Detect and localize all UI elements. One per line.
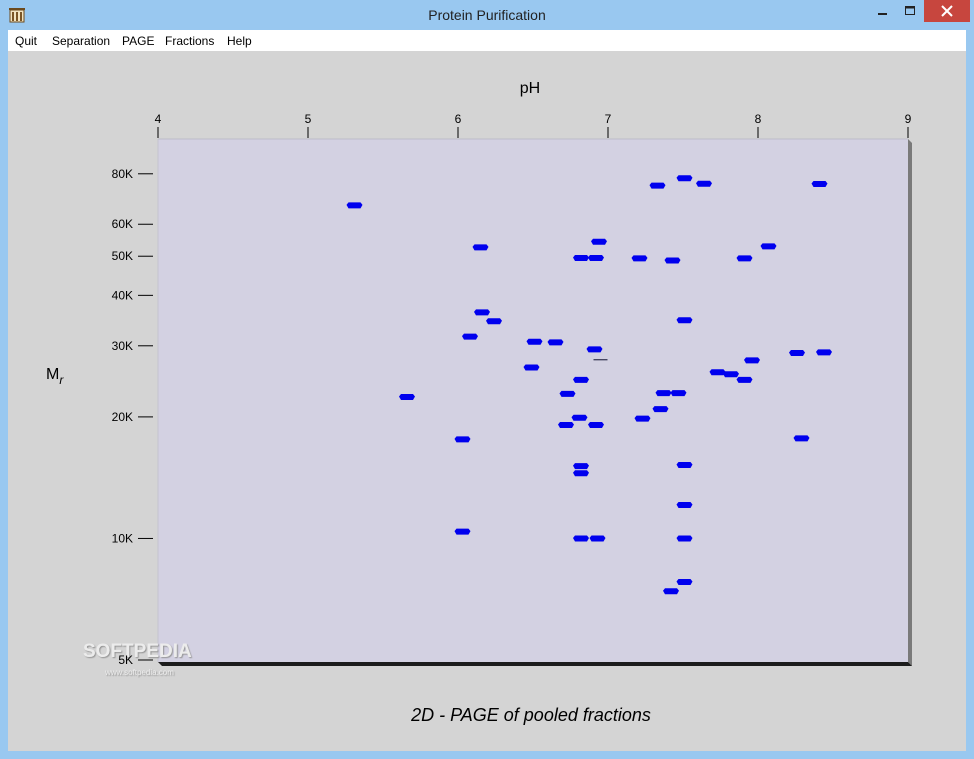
menu-fractions[interactable]: Fractions bbox=[165, 34, 215, 48]
protein-spot[interactable] bbox=[793, 435, 810, 442]
protein-spot[interactable] bbox=[676, 535, 693, 542]
protein-spot[interactable] bbox=[346, 202, 363, 209]
y-tick-label: 10K bbox=[112, 531, 133, 545]
protein-spot[interactable] bbox=[634, 415, 651, 422]
protein-spot[interactable] bbox=[559, 390, 576, 397]
x-tick-label: 4 bbox=[155, 112, 162, 126]
page-2d-chart: pH Mr 2D - PAGE of pooled fractions SOFT… bbox=[46, 80, 912, 725]
gel-side-edge bbox=[908, 139, 912, 666]
minimize-button[interactable] bbox=[868, 0, 896, 22]
y-tick-label: 50K bbox=[112, 249, 133, 263]
protein-spot[interactable] bbox=[573, 470, 589, 477]
protein-spot[interactable] bbox=[664, 257, 681, 264]
protein-spot[interactable] bbox=[474, 309, 490, 316]
protein-spot[interactable] bbox=[676, 462, 693, 469]
softpedia-watermark-url: www.softpedia.com bbox=[104, 668, 174, 677]
protein-spot[interactable] bbox=[472, 244, 489, 251]
protein-spot[interactable] bbox=[811, 180, 828, 187]
protein-spot[interactable] bbox=[571, 414, 588, 421]
protein-spot[interactable] bbox=[558, 421, 574, 428]
protein-spot[interactable] bbox=[399, 394, 415, 401]
y-axis-title: Mr bbox=[46, 366, 64, 387]
minimize-icon bbox=[878, 13, 887, 15]
y-tick-label: 60K bbox=[112, 217, 133, 231]
protein-spot[interactable] bbox=[676, 175, 693, 182]
protein-app-icon bbox=[9, 8, 25, 23]
chart-title: 2D - PAGE of pooled fractions bbox=[410, 705, 651, 725]
y-tick-label: 40K bbox=[112, 288, 133, 302]
protein-spot[interactable] bbox=[589, 535, 606, 542]
window-title: Protein Purification bbox=[428, 7, 546, 23]
maximize-button[interactable] bbox=[896, 0, 924, 22]
x-axis: 4 5 6 7 8 9 bbox=[155, 112, 912, 138]
y-tick-label: 5K bbox=[118, 653, 133, 667]
protein-spot[interactable] bbox=[696, 180, 712, 187]
protein-spot[interactable] bbox=[655, 390, 672, 397]
y-tick-label: 20K bbox=[112, 410, 133, 424]
gel-bottom-edge bbox=[158, 662, 912, 666]
protein-spot[interactable] bbox=[588, 254, 604, 261]
protein-spot[interactable] bbox=[709, 369, 726, 376]
y-axis: 80K 60K 50K 40K 30K 20K 10K 5K bbox=[112, 167, 153, 667]
protein-spot[interactable] bbox=[586, 346, 603, 353]
x-tick-label: 7 bbox=[605, 112, 612, 126]
protein-spot[interactable] bbox=[454, 436, 471, 443]
protein-spot[interactable] bbox=[631, 255, 648, 262]
x-tick-label: 5 bbox=[305, 112, 312, 126]
protein-spot[interactable] bbox=[723, 371, 739, 378]
protein-spot[interactable] bbox=[573, 463, 589, 470]
x-axis-title: pH bbox=[520, 80, 540, 97]
protein-spot[interactable] bbox=[588, 421, 604, 428]
protein-spot[interactable] bbox=[649, 182, 666, 189]
protein-spot[interactable] bbox=[652, 406, 669, 413]
close-button[interactable] bbox=[924, 0, 970, 22]
menu-page[interactable]: PAGE bbox=[122, 34, 155, 48]
y-tick-label: 80K bbox=[112, 167, 133, 181]
protein-spot[interactable] bbox=[670, 390, 687, 397]
menu-quit[interactable]: Quit bbox=[15, 34, 38, 48]
y-axis-title-sub: r bbox=[59, 373, 64, 387]
client-area: pH Mr 2D - PAGE of pooled fractions SOFT… bbox=[8, 51, 966, 751]
protein-spot[interactable] bbox=[736, 255, 753, 262]
close-icon bbox=[941, 5, 953, 17]
maximize-icon bbox=[905, 6, 915, 15]
menu-bar: Quit Separation PAGE Fractions Help bbox=[8, 30, 966, 51]
protein-spot[interactable] bbox=[736, 376, 753, 383]
protein-spot[interactable] bbox=[462, 333, 478, 340]
protein-spot[interactable] bbox=[591, 238, 607, 245]
gel-plot-area bbox=[158, 139, 908, 662]
protein-spot[interactable] bbox=[760, 243, 777, 250]
menu-help[interactable]: Help bbox=[227, 34, 252, 48]
protein-spot[interactable] bbox=[523, 364, 540, 371]
protein-spot[interactable] bbox=[526, 338, 543, 345]
x-tick-label: 9 bbox=[905, 112, 912, 126]
protein-spot[interactable] bbox=[454, 528, 471, 535]
x-tick-label: 6 bbox=[455, 112, 462, 126]
protein-spot[interactable] bbox=[486, 318, 502, 325]
protein-spots bbox=[346, 175, 832, 595]
protein-spot[interactable] bbox=[816, 349, 832, 356]
menu-separation[interactable]: Separation bbox=[52, 34, 111, 48]
protein-spot[interactable] bbox=[676, 317, 693, 324]
protein-spot[interactable] bbox=[573, 535, 589, 542]
protein-spot[interactable] bbox=[789, 349, 805, 356]
protein-spot[interactable] bbox=[547, 339, 564, 346]
protein-spot[interactable] bbox=[663, 588, 679, 595]
y-tick-label: 30K bbox=[112, 339, 133, 353]
protein-spot[interactable] bbox=[676, 579, 693, 586]
y-axis-title-main: M bbox=[46, 366, 59, 383]
protein-spot[interactable] bbox=[744, 357, 760, 364]
x-tick-label: 8 bbox=[755, 112, 762, 126]
protein-spot[interactable] bbox=[573, 254, 589, 261]
protein-spot[interactable] bbox=[573, 376, 589, 383]
softpedia-watermark: SOFTPEDIA bbox=[83, 641, 192, 662]
title-bar[interactable]: Protein Purification bbox=[0, 0, 974, 30]
protein-spot[interactable] bbox=[676, 502, 693, 509]
